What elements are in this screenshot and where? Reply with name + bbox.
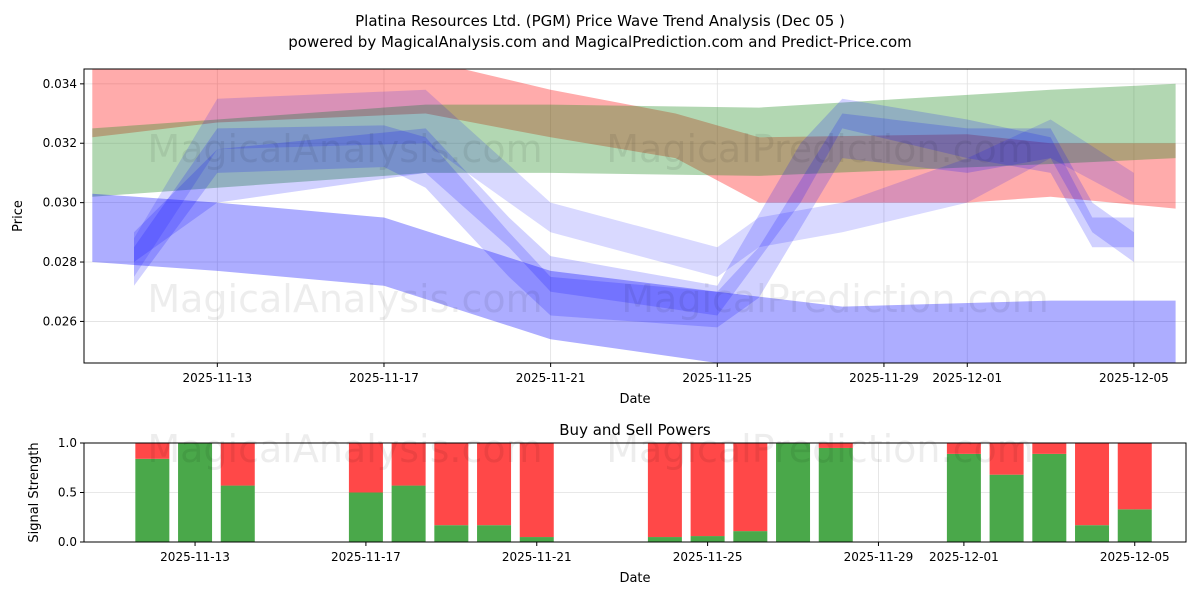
- y-tick-label: 0.028: [43, 255, 77, 269]
- x-tick-label: 2025-12-05: [1100, 550, 1170, 564]
- y-tick-label: 0.034: [43, 77, 77, 91]
- x-tick-label: 2025-11-21: [516, 371, 586, 385]
- band-red: [92, 69, 1176, 209]
- buy-bar: [348, 492, 383, 542]
- buy-bar: [690, 536, 725, 542]
- x-tick-label: 2025-11-29: [849, 371, 919, 385]
- y-tick-label: 0.030: [43, 196, 77, 210]
- x-tick-label: 2025-11-29: [844, 550, 914, 564]
- buy-bar: [1032, 453, 1067, 542]
- y-tick-label: 1.0: [58, 436, 77, 450]
- plot-frame: [83, 68, 1187, 364]
- watermark: MagicalAnalysis.com: [147, 277, 542, 321]
- sell-bar: [1032, 443, 1067, 454]
- band-blue-wave-3: [134, 98, 1134, 316]
- x-tick-label: 2025-11-25: [682, 371, 752, 385]
- x-axis-label: Date: [619, 392, 650, 407]
- y-axis-label: Signal Strength: [27, 442, 42, 542]
- sell-bar: [519, 443, 554, 538]
- sell-bar: [690, 443, 725, 537]
- x-tick-label: 2025-12-01: [932, 371, 1002, 385]
- x-tick-label: 2025-11-17: [349, 371, 419, 385]
- watermark: MagicalAnalysis.com: [147, 127, 542, 171]
- x-tick-label: 2025-11-13: [182, 371, 252, 385]
- sell-bar: [391, 443, 426, 486]
- watermark: MagicalPrediction.com: [606, 127, 1034, 171]
- buy-bar: [1117, 509, 1152, 542]
- buy-bar: [733, 531, 768, 542]
- sell-bar: [1117, 443, 1152, 510]
- sell-bar: [946, 443, 981, 454]
- buy-bar: [391, 485, 426, 542]
- y-axis-label: Price: [11, 200, 26, 232]
- chart-subtitle: powered by MagicalAnalysis.com and Magic…: [288, 33, 912, 51]
- buy-bar: [519, 537, 554, 542]
- buy-bar: [477, 525, 512, 542]
- buy-bar: [135, 458, 170, 542]
- x-tick-label: 2025-11-17: [331, 550, 401, 564]
- sell-bar: [818, 443, 853, 448]
- watermark: MagicalAnalysis.com: [147, 427, 542, 471]
- band-blue-wave-2: [134, 89, 1134, 277]
- sell-bar: [434, 443, 469, 526]
- watermark: MagicalPrediction.com: [606, 427, 1034, 471]
- buy-bar: [776, 443, 811, 542]
- bands-group: [92, 69, 1176, 363]
- watermark: MagicalPrediction.com: [621, 277, 1049, 321]
- y-tick-label: 0.5: [58, 486, 77, 500]
- sell-bar: [477, 443, 512, 526]
- x-axis-label: Date: [619, 571, 650, 586]
- x-tick-label: 2025-12-01: [929, 550, 999, 564]
- buy-bar: [220, 485, 255, 542]
- sell-bar: [647, 443, 682, 538]
- x-tick-label: 2025-12-05: [1099, 371, 1169, 385]
- buy-bar: [818, 447, 853, 542]
- sell-bar: [989, 443, 1024, 475]
- sell-bar: [733, 443, 768, 532]
- buy-bar: [1075, 525, 1110, 542]
- buy-bar: [989, 474, 1024, 542]
- price-plot: 2025-11-13 2025-11-17 2025-11-21 2025-11-25…: [11, 68, 1187, 407]
- buy-bar: [647, 537, 682, 542]
- plot-frame: [83, 442, 1187, 543]
- chart-title: Platina Resources Ltd. (PGM) Price Wave …: [355, 12, 845, 30]
- y-tick-label: 0.032: [43, 136, 77, 150]
- buy-bar: [434, 525, 469, 542]
- band-blue-wave-1: [134, 113, 1134, 328]
- x-tick-label: 2025-11-25: [673, 550, 743, 564]
- signal-plot: 2025-11-13 2025-11-17 2025-11-21 2025-11-25…: [27, 421, 1187, 586]
- subplot-title: Buy and Sell Powers: [559, 421, 711, 439]
- sell-bar: [348, 443, 383, 493]
- band-blue-low: [92, 193, 1176, 363]
- y-tick-label: 0.0: [58, 535, 77, 549]
- buy-bar: [946, 453, 981, 542]
- y-tick-label: 0.026: [43, 314, 77, 328]
- band-green: [92, 83, 1176, 197]
- buy-bar: [178, 443, 213, 542]
- x-tick-label: 2025-11-13: [160, 550, 230, 564]
- x-tick-label: 2025-11-21: [502, 550, 572, 564]
- sell-bar: [220, 443, 255, 486]
- sell-bar: [135, 443, 170, 459]
- sell-bar: [1075, 443, 1110, 526]
